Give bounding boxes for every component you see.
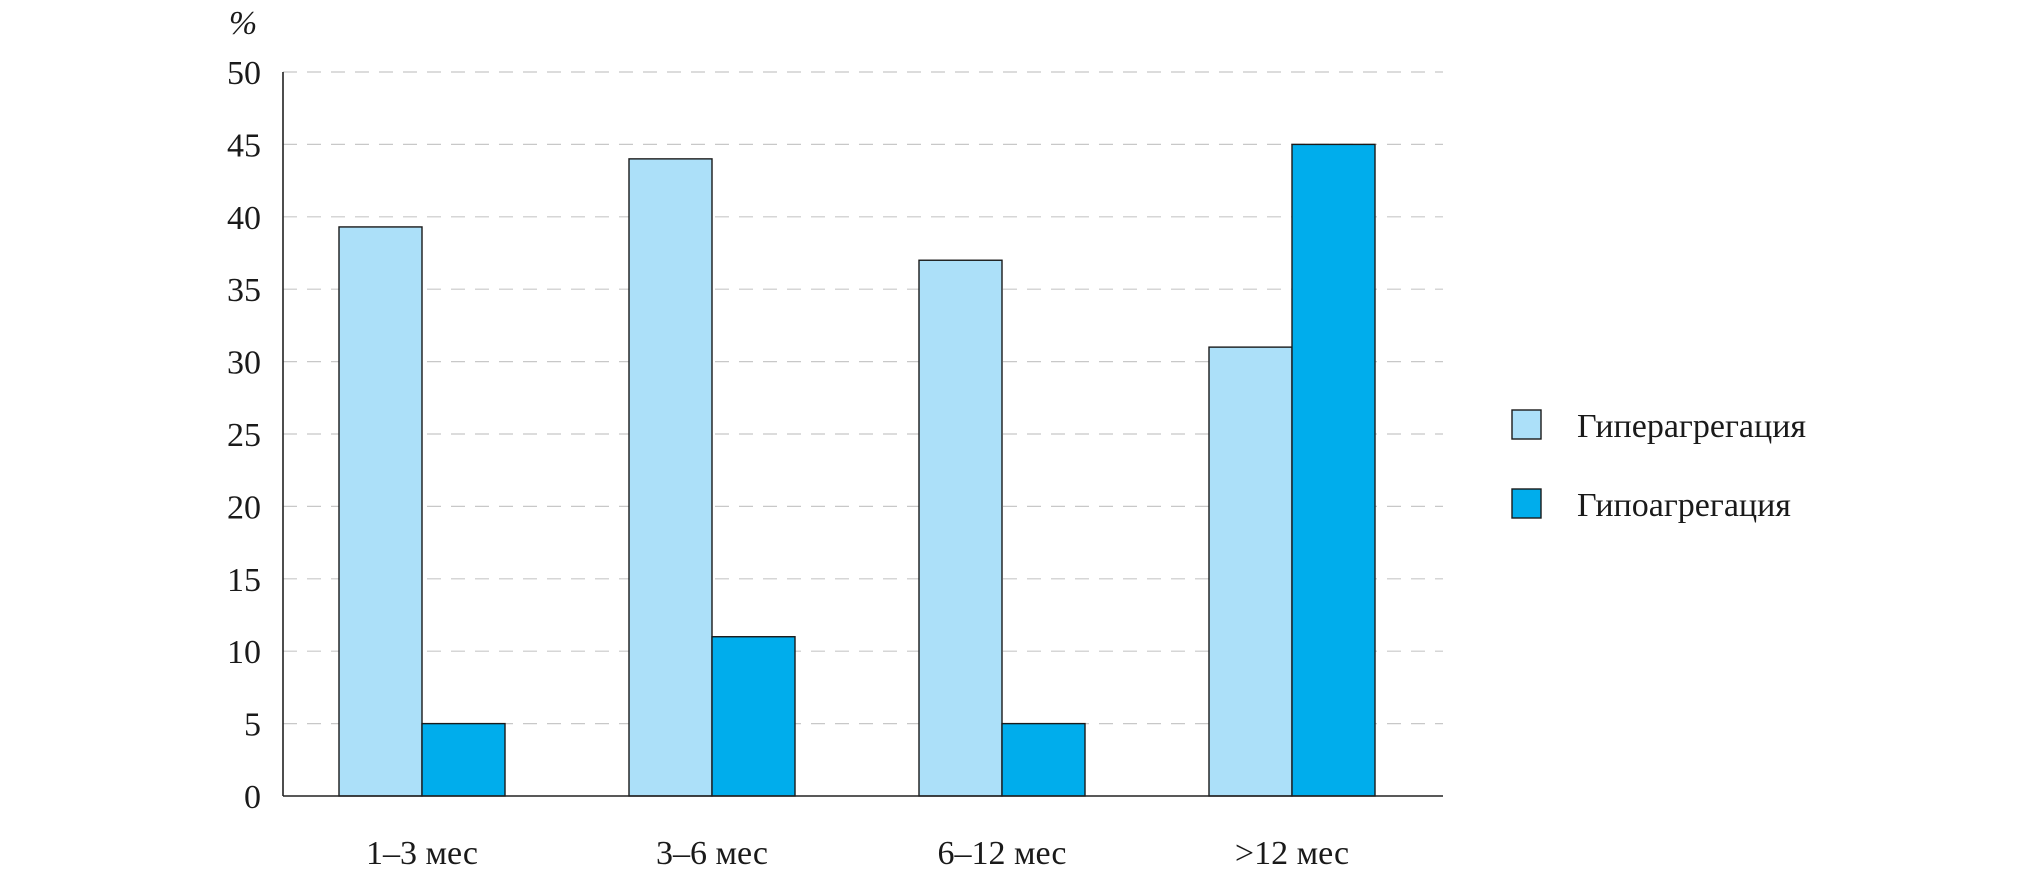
y-tick-label: 45 <box>227 127 261 164</box>
y-tick-label: 35 <box>227 272 261 309</box>
legend: Гиперагрегация Гипоагрегация <box>1511 408 1806 524</box>
legend-item: Гипоагрегация <box>1511 487 1791 524</box>
y-tick-label: 10 <box>227 634 261 671</box>
x-tick-label: 3–6 мес <box>656 835 768 872</box>
x-tick-label: 1–3 мес <box>366 835 478 872</box>
y-tick-label: 30 <box>227 345 261 382</box>
bar-hyperaggregation <box>338 226 423 797</box>
y-tick-label: 25 <box>227 417 261 454</box>
y-tick-label: 50 <box>227 55 261 92</box>
axes <box>282 72 1443 797</box>
legend-label: Гипоагрегация <box>1577 487 1791 524</box>
y-axis-unit-label: % <box>229 5 257 42</box>
legend-item: Гиперагрегация <box>1511 408 1806 445</box>
y-tick-label: 15 <box>227 562 261 599</box>
y-tick-label: 40 <box>227 200 261 237</box>
bar-hypoaggregation <box>1291 143 1376 797</box>
legend-swatch <box>1511 409 1542 440</box>
y-tick-label: 0 <box>244 779 261 816</box>
x-tick-labels: 1–3 мес 3–6 мес 6–12 мес >12 мес <box>366 835 1349 872</box>
y-tick-label: 20 <box>227 489 261 526</box>
y-tick-label: 5 <box>244 707 261 744</box>
bar-hyperaggregation <box>628 158 713 797</box>
x-tick-label: >12 мес <box>1235 835 1349 872</box>
bar-hyperaggregation <box>918 259 1003 797</box>
bar-hyperaggregation <box>1208 346 1293 797</box>
x-tick-label: 6–12 мес <box>937 835 1066 872</box>
bar-hypoaggregation <box>1001 722 1086 797</box>
y-tick-labels: 0 5 10 15 20 25 30 35 40 45 50 <box>227 55 261 816</box>
legend-label: Гиперагрегация <box>1577 408 1806 445</box>
bar-hypoaggregation <box>421 722 506 797</box>
bars <box>338 143 1376 797</box>
bar-hypoaggregation <box>711 636 796 797</box>
legend-swatch <box>1511 488 1542 519</box>
grid-lines <box>283 71 1443 725</box>
